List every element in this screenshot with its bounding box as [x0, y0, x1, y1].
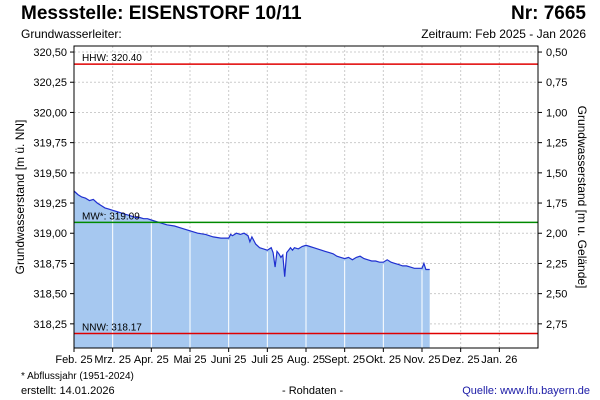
source-link[interactable]: Quelle: www.lfu.bayern.de	[462, 385, 590, 397]
x-tick-label: Aug. 25	[287, 354, 325, 366]
reference-label: MW*: 319.09	[82, 211, 140, 222]
aquifer-label: Grundwasserleiter:	[21, 27, 122, 41]
y-tick-label: 319,75	[33, 138, 67, 150]
y2-tick-label: 2,75	[546, 319, 567, 331]
footnote: * Abflussjahr (1951-2024)	[21, 371, 134, 382]
y2-axis-title: Grundwasserstand [m u. Gelände]	[575, 106, 589, 289]
y-tick-label: 319,00	[33, 228, 67, 240]
x-tick-label: Okt. 25	[366, 354, 401, 366]
y2-tick-label: 2,00	[546, 228, 567, 240]
y-tick-label: 320,50	[33, 47, 67, 59]
x-tick-label: Apr. 25	[134, 354, 169, 366]
created-date: erstellt: 14.01.2026	[21, 385, 115, 397]
y-tick-label: 318,75	[33, 258, 67, 270]
x-tick-label: Mai 25	[173, 354, 206, 366]
y-tick-label: 318,50	[33, 289, 67, 301]
x-tick-label: Nov. 25	[403, 354, 440, 366]
x-tick-label: Juli 25	[251, 354, 283, 366]
y-tick-label: 320,25	[33, 77, 67, 89]
x-tick-label: Juni 25	[211, 354, 246, 366]
x-tick-label: Jan. 26	[481, 354, 517, 366]
rawdata-label: - Rohdaten -	[282, 385, 344, 397]
y-tick-label: 318,25	[33, 319, 67, 331]
plot-frame	[73, 45, 539, 349]
period-label: Zeitraum: Feb 2025 - Jan 2026	[421, 27, 586, 41]
x-tick-label: Feb. 25	[55, 354, 92, 366]
y2-tick-label: 2,25	[546, 258, 567, 270]
y-tick-label: 320,00	[33, 107, 67, 119]
y-axis-title: Grundwasserstand [m ü. NN]	[13, 120, 27, 275]
y2-tick-label: 1,00	[546, 107, 567, 119]
station-number: Nr: 7665	[511, 3, 586, 24]
reference-label: HHW: 320.40	[82, 53, 142, 64]
x-tick-label: Mrz. 25	[94, 354, 131, 366]
y2-tick-label: 2,50	[546, 289, 567, 301]
x-tick-label: Dez. 25	[442, 354, 480, 366]
y2-tick-label: 1,25	[546, 138, 567, 150]
series-line	[73, 190, 430, 277]
y2-tick-label: 1,75	[546, 198, 567, 210]
y2-tick-label: 0,75	[546, 77, 567, 89]
y-tick-label: 319,50	[33, 168, 67, 180]
y2-tick-label: 0,50	[546, 47, 567, 59]
station-title: Messstelle: EISENSTORF 10/11	[21, 3, 302, 24]
reference-label: NNW: 318.17	[82, 323, 142, 334]
y-tick-label: 319,25	[33, 198, 67, 210]
x-tick-label: Sept. 25	[324, 354, 365, 366]
series-area	[74, 191, 430, 348]
y2-tick-label: 1,50	[546, 168, 567, 180]
